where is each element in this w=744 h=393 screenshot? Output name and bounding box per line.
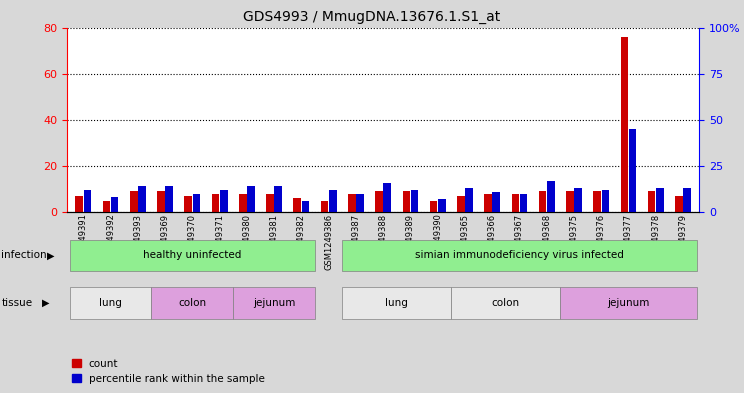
Bar xyxy=(411,190,418,212)
Bar xyxy=(193,194,200,212)
Bar xyxy=(520,194,527,212)
Bar xyxy=(212,194,219,212)
Bar xyxy=(138,186,146,212)
Text: infection: infection xyxy=(1,250,47,261)
Bar xyxy=(220,190,228,212)
Bar xyxy=(438,199,446,212)
Text: tissue: tissue xyxy=(1,298,33,308)
Bar xyxy=(301,201,310,212)
Bar xyxy=(675,196,683,212)
Text: jejunum: jejunum xyxy=(253,298,295,308)
Bar xyxy=(683,188,691,212)
FancyBboxPatch shape xyxy=(342,287,452,318)
Bar xyxy=(539,191,546,212)
Text: jejunum: jejunum xyxy=(607,298,650,308)
Bar xyxy=(430,201,437,212)
Bar xyxy=(547,181,554,212)
Bar xyxy=(512,194,519,212)
Bar xyxy=(75,196,83,212)
Bar xyxy=(493,192,500,212)
Bar xyxy=(185,196,192,212)
Bar xyxy=(111,197,118,212)
Bar xyxy=(103,201,110,212)
Bar xyxy=(484,194,492,212)
Legend: count, percentile rank within the sample: count, percentile rank within the sample xyxy=(72,359,265,384)
Text: lung: lung xyxy=(99,298,122,308)
Bar xyxy=(403,191,410,212)
FancyBboxPatch shape xyxy=(70,287,152,318)
Text: ▶: ▶ xyxy=(47,250,54,261)
Bar xyxy=(275,186,282,212)
Bar xyxy=(566,191,574,212)
Bar xyxy=(648,191,655,212)
FancyBboxPatch shape xyxy=(152,287,233,318)
Bar xyxy=(266,194,274,212)
Text: colon: colon xyxy=(492,298,520,308)
Bar xyxy=(656,188,664,212)
Bar xyxy=(629,129,636,212)
Bar xyxy=(157,191,165,212)
Text: simian immunodeficiency virus infected: simian immunodeficiency virus infected xyxy=(415,250,624,261)
FancyBboxPatch shape xyxy=(342,239,696,271)
Bar xyxy=(348,194,356,212)
Bar xyxy=(356,194,364,212)
FancyBboxPatch shape xyxy=(560,287,696,318)
Bar xyxy=(574,188,582,212)
Text: healthy uninfected: healthy uninfected xyxy=(143,250,242,261)
Bar xyxy=(247,186,254,212)
Bar xyxy=(239,194,246,212)
FancyBboxPatch shape xyxy=(70,239,315,271)
Bar xyxy=(329,190,336,212)
Bar xyxy=(83,190,92,212)
Bar xyxy=(465,188,473,212)
FancyBboxPatch shape xyxy=(233,287,315,318)
Bar xyxy=(165,186,173,212)
Bar xyxy=(601,190,609,212)
Bar xyxy=(457,196,465,212)
Text: ▶: ▶ xyxy=(42,298,50,308)
Bar xyxy=(293,198,301,212)
Bar xyxy=(383,183,391,212)
Text: GDS4993 / MmugDNA.13676.1.S1_at: GDS4993 / MmugDNA.13676.1.S1_at xyxy=(243,10,501,24)
Bar xyxy=(130,191,138,212)
Text: colon: colon xyxy=(179,298,206,308)
Text: lung: lung xyxy=(385,298,408,308)
Bar xyxy=(593,191,601,212)
Bar xyxy=(620,37,628,212)
Bar xyxy=(375,191,383,212)
Bar xyxy=(321,201,328,212)
FancyBboxPatch shape xyxy=(452,287,560,318)
